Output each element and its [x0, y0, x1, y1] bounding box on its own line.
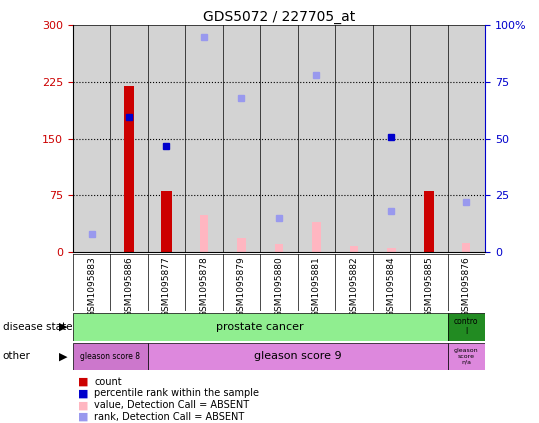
Bar	[275, 244, 283, 252]
Text: GSM1095884: GSM1095884	[387, 257, 396, 317]
Bar	[110, 25, 148, 252]
Bar	[350, 246, 358, 252]
Bar	[237, 238, 246, 252]
Bar	[410, 25, 447, 252]
Text: GSM1095877: GSM1095877	[162, 257, 171, 317]
Text: gleason
score
n/a: gleason score n/a	[454, 348, 479, 365]
Bar	[200, 215, 208, 252]
Bar	[312, 222, 321, 252]
Title: GDS5072 / 227705_at: GDS5072 / 227705_at	[203, 10, 355, 25]
Text: other: other	[3, 352, 31, 361]
Bar	[73, 343, 148, 370]
Text: GSM1095883: GSM1095883	[87, 257, 96, 317]
Text: GSM1095882: GSM1095882	[349, 257, 358, 317]
Bar	[260, 25, 298, 252]
Text: prostate cancer: prostate cancer	[216, 322, 304, 332]
Text: value, Detection Call = ABSENT: value, Detection Call = ABSENT	[94, 400, 250, 410]
Bar	[335, 25, 372, 252]
Text: ■: ■	[78, 388, 88, 398]
Text: gleason score 9: gleason score 9	[254, 352, 342, 361]
Text: GSM1095880: GSM1095880	[274, 257, 284, 317]
Text: GSM1095878: GSM1095878	[199, 257, 209, 317]
Text: GSM1095879: GSM1095879	[237, 257, 246, 317]
Bar	[447, 25, 485, 252]
Text: ■: ■	[78, 376, 88, 387]
Text: ▶: ▶	[59, 352, 67, 361]
Text: rank, Detection Call = ABSENT: rank, Detection Call = ABSENT	[94, 412, 245, 422]
Bar	[387, 248, 396, 252]
Bar	[424, 191, 434, 252]
Text: ■: ■	[78, 400, 88, 410]
Bar	[161, 191, 172, 252]
Text: gleason score 8: gleason score 8	[80, 352, 140, 361]
Text: contro
l: contro l	[454, 317, 479, 336]
Text: percentile rank within the sample: percentile rank within the sample	[94, 388, 259, 398]
Bar	[298, 25, 335, 252]
Bar	[447, 343, 485, 370]
Text: count: count	[94, 376, 122, 387]
Bar	[124, 86, 134, 252]
Bar	[372, 25, 410, 252]
Text: GSM1095885: GSM1095885	[424, 257, 433, 317]
Text: GSM1095876: GSM1095876	[462, 257, 471, 317]
Bar	[73, 25, 110, 252]
Text: disease state: disease state	[3, 322, 72, 332]
Bar	[447, 313, 485, 341]
Text: GSM1095881: GSM1095881	[312, 257, 321, 317]
Text: ▶: ▶	[59, 322, 67, 332]
Bar	[185, 25, 223, 252]
Bar	[148, 25, 185, 252]
Bar	[223, 25, 260, 252]
Text: ■: ■	[78, 412, 88, 422]
Bar	[148, 343, 447, 370]
Bar	[462, 243, 471, 252]
Text: GSM1095886: GSM1095886	[125, 257, 134, 317]
